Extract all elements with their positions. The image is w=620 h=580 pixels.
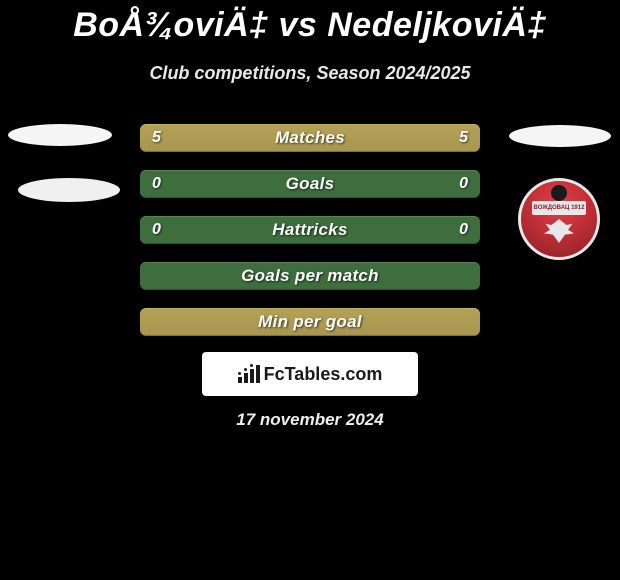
stat-label: Hattricks: [140, 216, 480, 244]
stat-label: Goals per match: [140, 262, 480, 290]
stat-label: Goals: [140, 170, 480, 198]
stat-row-goals-per-match: Goals per match: [140, 262, 480, 290]
right-club-badge: ВОЖДОВАЦ 1912: [518, 178, 600, 260]
badge-dragon-icon: [544, 219, 574, 243]
branding-box: FcTables.com: [202, 352, 418, 396]
stat-label: Matches: [140, 124, 480, 152]
bar-chart-icon: [238, 365, 260, 383]
left-player-avatar-placeholder-1: [8, 124, 112, 146]
branding-text: FcTables.com: [264, 364, 383, 385]
stat-right-value: 0: [459, 170, 468, 198]
stat-right-value: 0: [459, 216, 468, 244]
badge-ball-icon: [551, 185, 567, 201]
date-label: 17 november 2024: [0, 410, 620, 430]
left-player-avatar-placeholder-2: [18, 178, 120, 202]
stat-row-matches: 5 Matches 5: [140, 124, 480, 152]
subtitle: Club competitions, Season 2024/2025: [0, 63, 620, 84]
stat-row-hattricks: 0 Hattricks 0: [140, 216, 480, 244]
page-title: BoÅ¾oviÄ‡ vs NedeljkoviÄ‡: [0, 0, 620, 45]
right-player-avatar-placeholder-1: [509, 125, 611, 147]
stat-row-goals: 0 Goals 0: [140, 170, 480, 198]
stat-right-value: 5: [459, 124, 468, 152]
stat-row-min-per-goal: Min per goal: [140, 308, 480, 336]
badge-banner: ВОЖДОВАЦ 1912: [532, 201, 586, 215]
stats-table: 5 Matches 5 0 Goals 0 0 Hattricks 0 Goal…: [140, 124, 480, 354]
fctables-logo: FcTables.com: [238, 364, 383, 385]
stat-label: Min per goal: [140, 308, 480, 336]
